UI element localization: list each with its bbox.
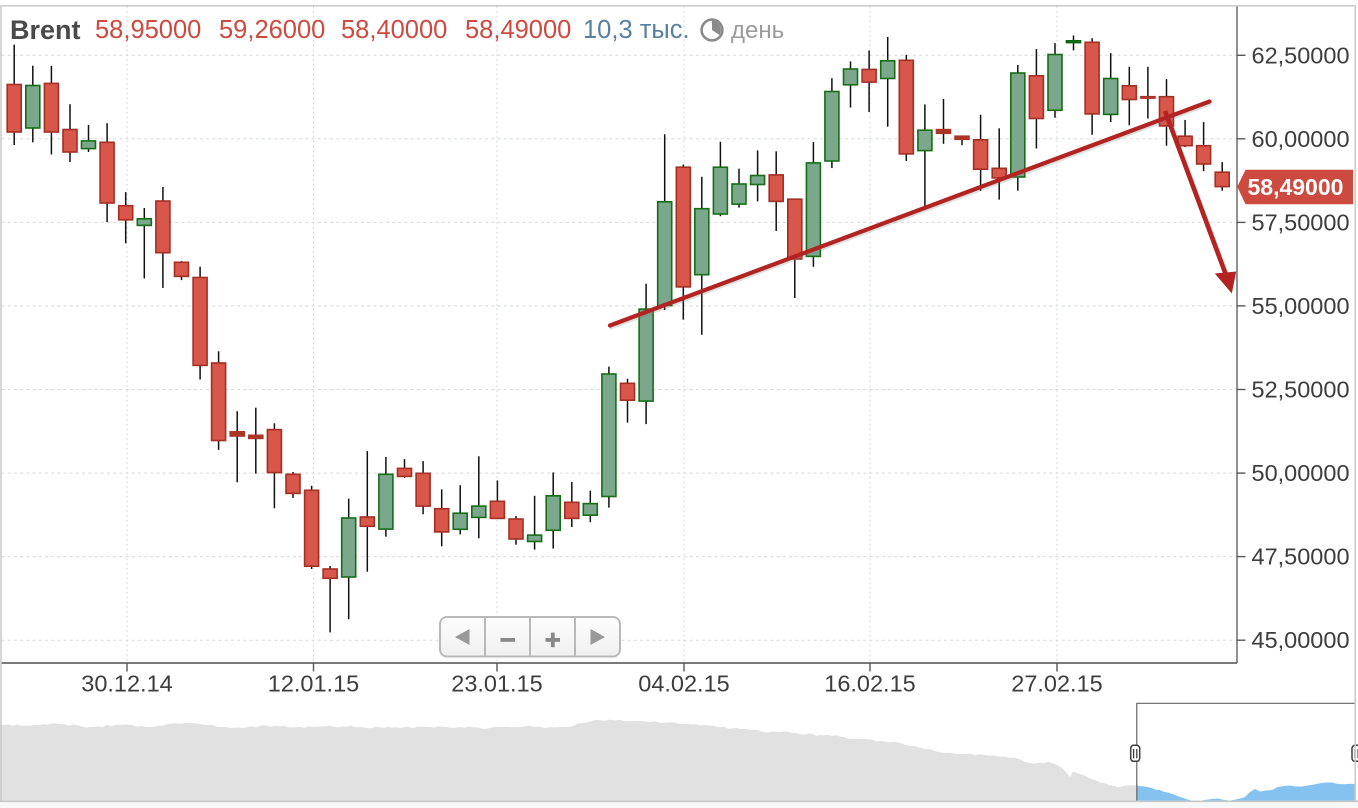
svg-text:55,00000: 55,00000 — [1252, 293, 1350, 319]
svg-text:60,00000: 60,00000 — [1252, 126, 1350, 152]
svg-text:58,49000: 58,49000 — [465, 16, 571, 44]
svg-text:47,50000: 47,50000 — [1252, 544, 1350, 570]
svg-text:59,26000: 59,26000 — [219, 16, 325, 44]
svg-text:45,00000: 45,00000 — [1252, 627, 1350, 653]
svg-text:58,95000: 58,95000 — [95, 16, 201, 44]
svg-text:30.12.14: 30.12.14 — [81, 671, 172, 697]
svg-text:52,50000: 52,50000 — [1252, 377, 1350, 403]
svg-text:04.02.15: 04.02.15 — [638, 671, 729, 697]
svg-text:58,49000: 58,49000 — [1248, 174, 1344, 200]
svg-text:27.02.15: 27.02.15 — [1011, 671, 1102, 697]
svg-text:62,50000: 62,50000 — [1252, 42, 1350, 68]
svg-text:57,50000: 57,50000 — [1252, 209, 1350, 235]
svg-text:день: день — [731, 17, 784, 44]
svg-text:23.01.15: 23.01.15 — [451, 671, 542, 697]
svg-text:16.02.15: 16.02.15 — [824, 671, 915, 697]
svg-text:50,00000: 50,00000 — [1252, 460, 1350, 486]
svg-text:12.01.15: 12.01.15 — [268, 671, 359, 697]
svg-text:58,40000: 58,40000 — [341, 16, 447, 44]
svg-text:10,3 тыс.: 10,3 тыс. — [583, 16, 690, 44]
svg-text:Brent: Brent — [10, 15, 81, 45]
